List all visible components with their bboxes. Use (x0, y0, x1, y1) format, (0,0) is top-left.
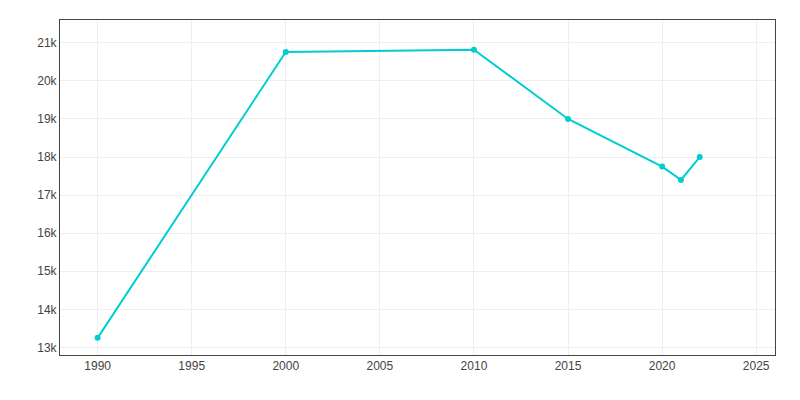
svg-text:21k: 21k (37, 36, 57, 50)
svg-text:1995: 1995 (178, 359, 205, 373)
svg-text:13k: 13k (37, 341, 57, 355)
svg-text:1990: 1990 (84, 359, 111, 373)
svg-text:18k: 18k (37, 150, 57, 164)
svg-text:2000: 2000 (272, 359, 299, 373)
svg-text:16k: 16k (37, 226, 57, 240)
svg-text:20k: 20k (37, 74, 57, 88)
svg-text:2005: 2005 (367, 359, 394, 373)
svg-text:17k: 17k (37, 188, 57, 202)
svg-text:2020: 2020 (649, 359, 676, 373)
svg-text:2010: 2010 (461, 359, 488, 373)
svg-text:2025: 2025 (743, 359, 770, 373)
svg-text:19k: 19k (37, 112, 57, 126)
svg-text:15k: 15k (37, 264, 57, 278)
svg-text:14k: 14k (37, 303, 57, 317)
svg-text:2015: 2015 (555, 359, 582, 373)
